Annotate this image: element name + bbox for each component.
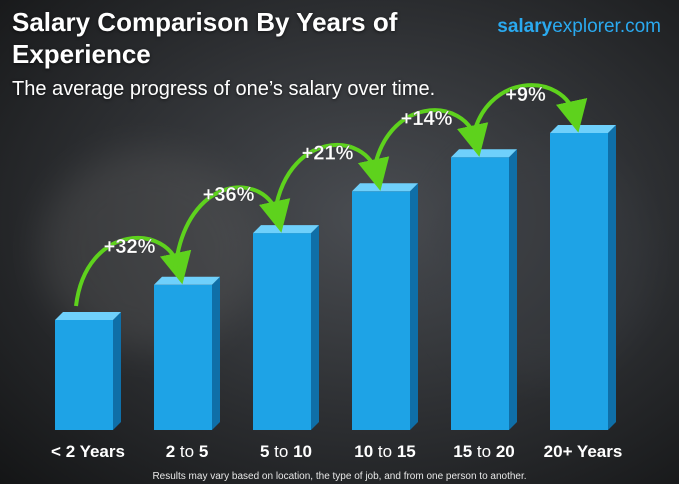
category-label-joiner: to xyxy=(472,442,496,461)
category-label-start: 15 xyxy=(453,442,472,461)
category-label: 2 to 5 xyxy=(166,442,209,461)
category-label-end: 20 xyxy=(496,442,515,461)
bar-top xyxy=(352,183,418,192)
category-label: 10 to 15 xyxy=(354,442,415,461)
bar-side xyxy=(212,276,220,430)
bar-front xyxy=(253,233,311,430)
increase-label: +36% xyxy=(203,184,255,206)
category-label-start: 2 xyxy=(166,442,175,461)
category-label-end: 5 xyxy=(199,442,208,461)
bar-front xyxy=(55,320,113,430)
bar xyxy=(154,276,220,430)
chart-title: Salary Comparison By Years of Experience xyxy=(12,7,398,69)
category-label-start: 10 xyxy=(354,442,373,461)
bar-top xyxy=(451,149,517,158)
bar xyxy=(253,225,319,430)
category-label-end: 15 xyxy=(397,442,416,461)
increase-label: +21% xyxy=(302,142,354,164)
increase-arrow xyxy=(272,142,390,220)
category-label-start: 5 xyxy=(260,442,269,461)
chart-subtitle: The average progress of one’s salary ove… xyxy=(12,78,436,100)
bar xyxy=(55,312,121,430)
category-label: 5 to 10 xyxy=(260,442,312,461)
bar-side xyxy=(113,312,121,430)
category-label: 15 to 20 xyxy=(453,442,514,461)
bar-front xyxy=(550,133,608,430)
category-label-joiner: to xyxy=(269,442,293,461)
bar-top xyxy=(55,312,121,320)
category-label: < 2 Years xyxy=(51,442,125,461)
category-label-text: 20+ Years xyxy=(544,442,623,461)
category-label: 20+ Years xyxy=(544,442,623,461)
bar-top xyxy=(550,125,616,133)
bar-side xyxy=(509,149,517,430)
increase-arrow xyxy=(173,185,291,272)
bar-side xyxy=(410,183,418,430)
bar xyxy=(352,183,418,430)
bar-side xyxy=(311,225,319,430)
category-label-text: < 2 Years xyxy=(51,442,125,461)
increase-label: +14% xyxy=(401,108,453,130)
bar-side xyxy=(608,125,616,430)
bar-top xyxy=(154,276,220,285)
brand-part-explorer: explorer.com xyxy=(552,16,661,37)
increase-arrow xyxy=(371,108,489,178)
bar xyxy=(451,149,517,430)
brand-part-salary: salary xyxy=(497,16,553,37)
footnote: Results may vary based on location, the … xyxy=(152,471,527,482)
category-label-joiner: to xyxy=(373,442,397,461)
bar-front xyxy=(352,191,410,430)
category-label-joiner: to xyxy=(175,442,199,461)
bar-front xyxy=(451,157,509,430)
increase-arrow xyxy=(74,236,192,307)
increase-label: +32% xyxy=(104,236,156,258)
brand-logo[interactable]: salaryexplorer.com xyxy=(497,16,661,38)
bar xyxy=(550,125,616,430)
category-label-end: 10 xyxy=(293,442,312,461)
increase-arrow xyxy=(470,83,588,144)
bar-front xyxy=(154,284,212,430)
increase-label: +9% xyxy=(505,84,546,106)
bar-top xyxy=(253,225,319,234)
